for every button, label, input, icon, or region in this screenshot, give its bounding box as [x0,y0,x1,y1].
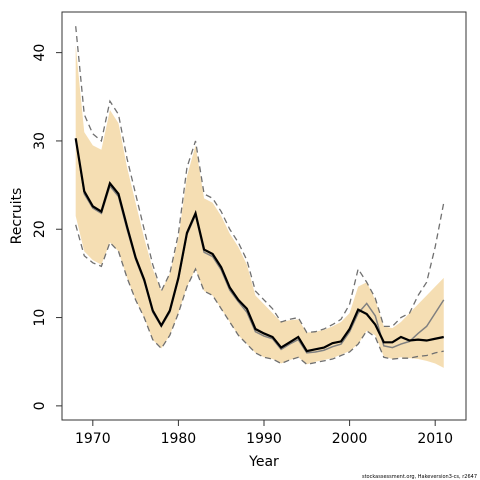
x-axis: 1970 1980 1990 2000 2010 [75,420,453,447]
credit-note: stockassessment.org, Hakeversion3-cs, r2… [362,474,477,480]
x-tick-label: 2010 [417,431,453,447]
y-tick-label: 20 [32,220,48,238]
x-tick-label: 1990 [246,431,282,447]
y-axis: 0 10 20 30 40 [32,44,62,410]
y-tick-label: 30 [32,132,48,150]
dashed-upper-line [75,26,445,334]
x-tick-label: 1970 [75,431,111,447]
y-tick-label: 0 [32,401,48,410]
median-line [74,138,444,353]
x-tick-label: 1980 [161,431,197,447]
y-tick-label: 10 [32,309,48,327]
y-axis-title: Recruits [9,188,25,245]
dashed-lower-line [75,224,444,366]
y-tick-label: 40 [32,44,48,62]
x-tick-label: 2000 [332,431,368,447]
x-axis-title: Year [248,454,279,470]
plot-area [74,26,445,368]
confidence-band [75,45,444,368]
